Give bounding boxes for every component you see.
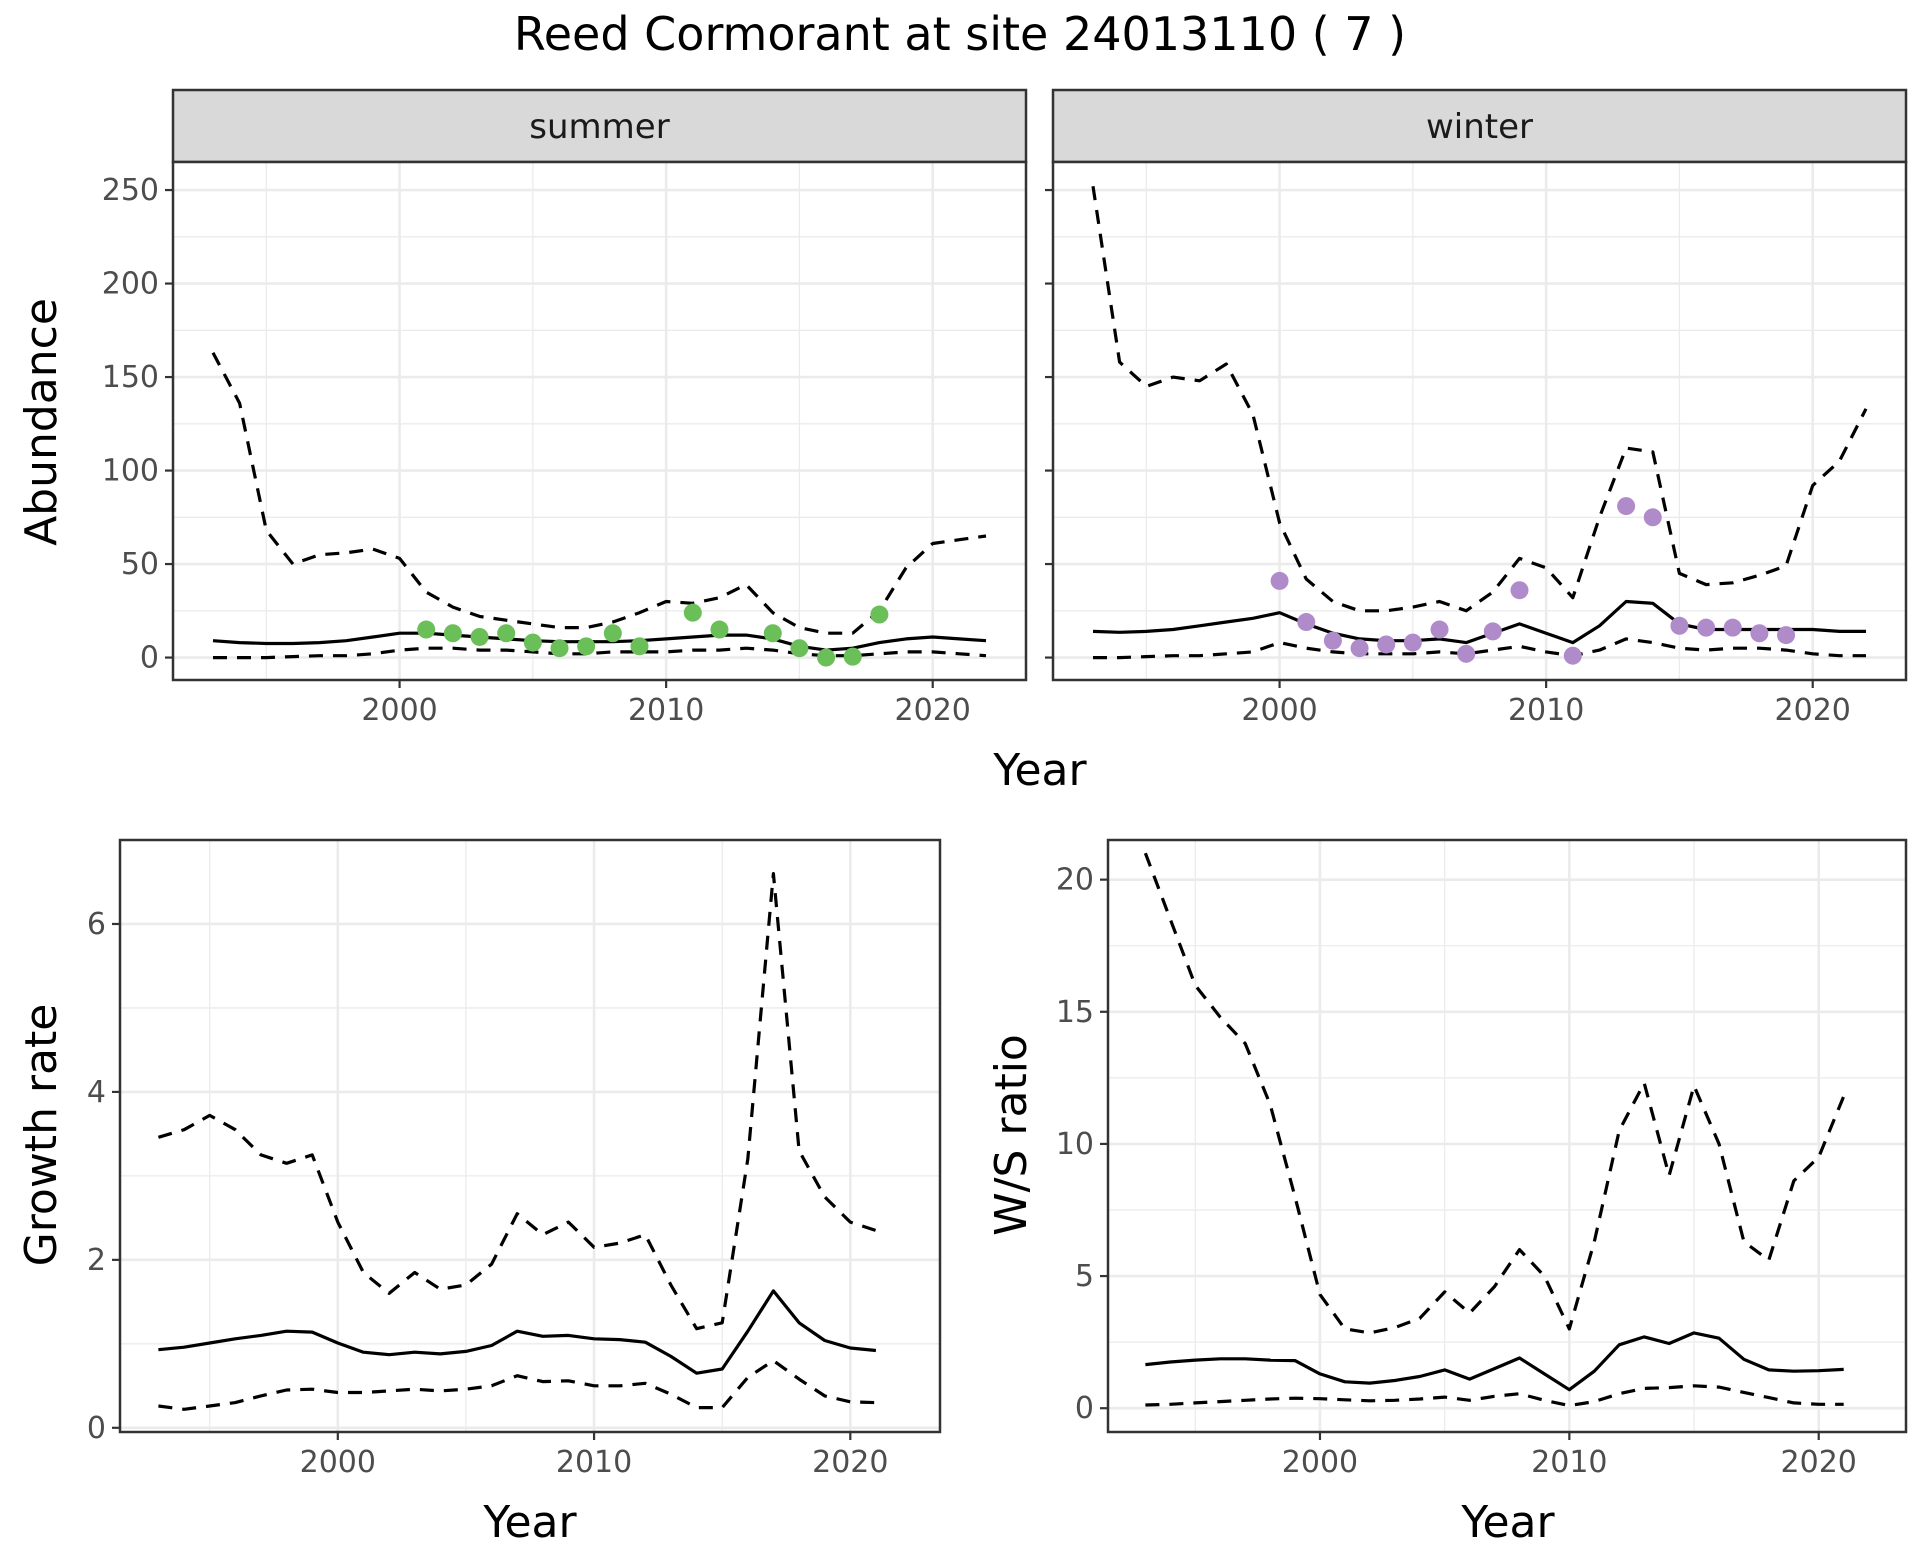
y-tick-label: 0 — [140, 641, 159, 676]
ratio-y-axis-title: W/S ratio — [986, 1034, 1037, 1236]
top-x-axis-title: Year — [992, 745, 1087, 796]
x-tick-label: 2020 — [1775, 693, 1851, 728]
x-tick-label: 2000 — [1282, 1445, 1358, 1480]
panel-summer: summer 2000 2010 2020 0 50 100 150 200 250 — [102, 88, 1028, 728]
summer-mean-line — [212, 631, 987, 652]
summer-upper-line — [211, 351, 987, 635]
winter-upper-line — [1091, 186, 1868, 613]
growth-panel-border — [118, 838, 942, 1434]
summer-panel-background — [173, 162, 1026, 680]
winter-observed-point — [1350, 639, 1369, 658]
x-tick-label: 2010 — [1531, 1445, 1607, 1480]
winter-observed-point — [1377, 635, 1396, 654]
growth-mean-line — [158, 1289, 877, 1375]
panel-ratio: 2000 2010 2020 0 5 10 15 20 — [1056, 838, 1908, 1480]
y-tick-label: 250 — [102, 173, 159, 208]
summer-observed-point — [603, 624, 622, 643]
x-tick-label: 2000 — [300, 1445, 376, 1480]
ratio-mean-line — [1145, 1331, 1844, 1392]
y-tick-label: 6 — [87, 907, 106, 942]
ratio-panel-border — [1106, 838, 1908, 1434]
strip-summer — [171, 88, 1028, 164]
winter-observed-point — [1670, 616, 1689, 635]
summer-observed-point — [763, 624, 782, 643]
ratio-upper-line — [1143, 852, 1846, 1335]
ratio-lower-line — [1145, 1384, 1844, 1408]
summer-observed-point — [817, 648, 836, 667]
summer-observed-point — [710, 620, 729, 639]
x-tick-label: 2010 — [556, 1445, 632, 1480]
panel-winter: winter 2000 2010 2020 — [1045, 88, 1908, 728]
summer-observed-point — [870, 605, 889, 624]
winter-observed-point — [1697, 618, 1716, 637]
summer-plot-area: 2000 2010 2020 0 50 100 150 200 250 — [102, 160, 1028, 728]
ratio-x-axis-title: Year — [1460, 1497, 1555, 1548]
summer-observed-point — [843, 647, 862, 666]
winter-observed-point — [1483, 622, 1502, 641]
summer-panel-border — [171, 160, 1028, 682]
summer-lower-line — [213, 646, 987, 660]
x-tick-label: 2020 — [1781, 1445, 1857, 1480]
summer-observed-point — [523, 633, 542, 652]
summer-observed-point — [497, 624, 516, 643]
y-tick-label: 150 — [102, 360, 159, 395]
strip-winter — [1051, 88, 1908, 164]
x-tick-label: 2020 — [812, 1445, 888, 1480]
winter-observed-point — [1723, 618, 1742, 637]
growth-x-axis-title: Year — [482, 1497, 577, 1548]
summer-observed-point — [683, 603, 702, 622]
summer-observed-point — [443, 624, 462, 643]
winter-observed-point — [1297, 613, 1316, 632]
winter-plot-area: 2000 2010 2020 — [1045, 160, 1908, 728]
winter-observed-point — [1323, 631, 1342, 650]
y-tick-label: 10 — [1056, 1127, 1094, 1162]
y-tick-label: 0 — [1075, 1391, 1094, 1426]
y-tick-label: 15 — [1056, 995, 1094, 1030]
winter-panel-border — [1051, 160, 1908, 682]
y-tick-label: 50 — [121, 547, 159, 582]
y-tick-label: 20 — [1056, 863, 1094, 898]
growth-upper-line — [157, 872, 877, 1331]
y-tick-label: 200 — [102, 267, 159, 302]
summer-observed-point — [417, 620, 436, 639]
winter-observed-point — [1617, 497, 1636, 516]
y-tick-label: 0 — [87, 1411, 106, 1446]
winter-observed-point — [1457, 644, 1476, 663]
y-tick-label: 5 — [1075, 1259, 1094, 1294]
strip-summer-label: summer — [529, 107, 669, 147]
y-tick-label: 4 — [87, 1075, 106, 1110]
chart-title: Reed Cormorant at site 24013110 ( 7 ) — [514, 7, 1406, 61]
x-tick-label: 2020 — [895, 693, 971, 728]
x-tick-label: 2010 — [1508, 693, 1584, 728]
top-y-axis-title: Abundance — [16, 298, 67, 546]
winter-observed-point — [1643, 508, 1662, 527]
winter-lower-line — [1093, 637, 1866, 660]
growth-y-axis-title: Growth rate — [16, 1004, 67, 1267]
panel-growth: 2000 2010 2020 0 2 4 6 — [87, 838, 942, 1480]
x-tick-label: 2000 — [1241, 693, 1317, 728]
winter-observed-point — [1750, 624, 1769, 643]
summer-observed-point — [470, 627, 489, 646]
winter-observed-point — [1563, 646, 1582, 665]
ratio-plot-area: 2000 2010 2020 0 5 10 15 20 — [1056, 838, 1908, 1480]
growth-plot-area: 2000 2010 2020 0 2 4 6 — [87, 838, 942, 1480]
summer-observed-point — [630, 637, 649, 656]
winter-observed-point — [1777, 626, 1796, 645]
summer-observed-point — [577, 637, 596, 656]
strip-winter-label: winter — [1426, 107, 1533, 147]
winter-observed-point — [1430, 620, 1449, 639]
winter-observed-point — [1403, 633, 1422, 652]
winter-panel-background — [1053, 162, 1906, 680]
x-tick-label: 2010 — [628, 693, 704, 728]
x-tick-label: 2000 — [361, 693, 437, 728]
y-tick-label: 2 — [87, 1243, 106, 1278]
summer-observed-point — [790, 639, 809, 658]
winter-observed-point — [1510, 581, 1529, 600]
growth-lower-line — [158, 1359, 876, 1411]
ratio-panel-background — [1108, 840, 1906, 1432]
y-tick-label: 100 — [102, 454, 159, 489]
summer-observed-point — [550, 639, 569, 658]
winter-observed-point — [1270, 571, 1289, 590]
